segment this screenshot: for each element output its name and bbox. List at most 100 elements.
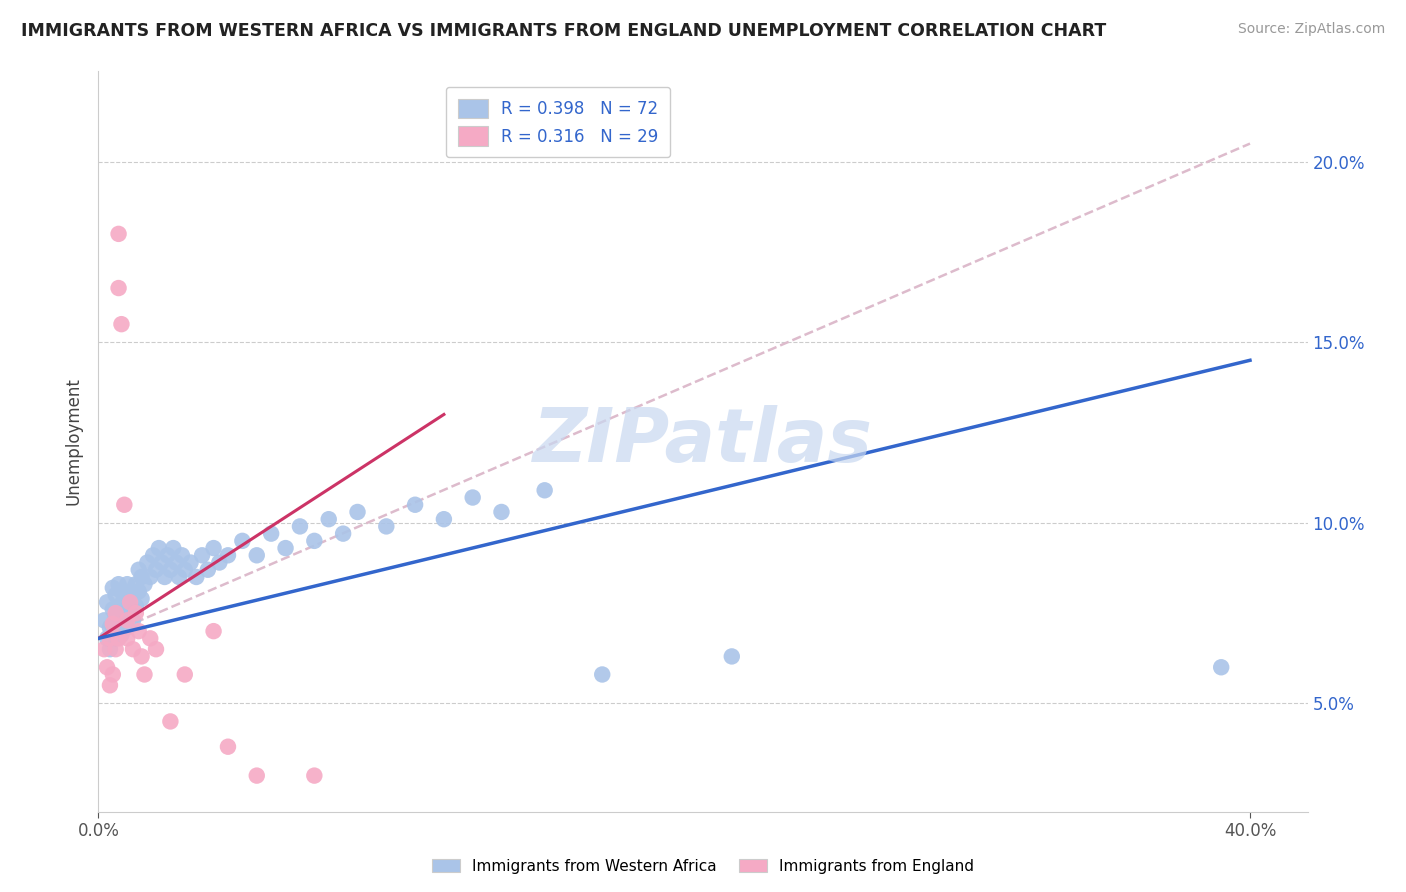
Point bbox=[96, 595, 118, 609]
Point bbox=[186, 570, 208, 584]
Point bbox=[167, 570, 190, 584]
Point bbox=[304, 769, 326, 783]
Point bbox=[162, 541, 184, 555]
Point bbox=[98, 642, 121, 657]
Point bbox=[217, 739, 239, 754]
Point bbox=[122, 642, 145, 657]
Legend: R = 0.398   N = 72, R = 0.316   N = 29: R = 0.398 N = 72, R = 0.316 N = 29 bbox=[446, 87, 669, 157]
Point bbox=[145, 563, 167, 577]
Point bbox=[107, 577, 129, 591]
Point bbox=[173, 667, 195, 681]
Point bbox=[98, 632, 121, 646]
Point bbox=[165, 556, 187, 570]
Point bbox=[107, 632, 129, 646]
Point bbox=[131, 649, 153, 664]
Point bbox=[128, 563, 150, 577]
Point bbox=[159, 563, 181, 577]
Point bbox=[433, 512, 456, 526]
Point bbox=[107, 281, 129, 295]
Point bbox=[107, 599, 129, 613]
Point bbox=[112, 591, 135, 606]
Point bbox=[134, 667, 156, 681]
Point bbox=[96, 632, 118, 646]
Point bbox=[591, 667, 613, 681]
Point bbox=[156, 549, 179, 563]
Legend: Immigrants from Western Africa, Immigrants from England: Immigrants from Western Africa, Immigran… bbox=[426, 853, 980, 880]
Point bbox=[110, 606, 132, 620]
Point bbox=[304, 533, 326, 548]
Point bbox=[404, 498, 426, 512]
Point bbox=[125, 599, 148, 613]
Point bbox=[332, 526, 354, 541]
Point bbox=[110, 584, 132, 599]
Point bbox=[145, 642, 167, 657]
Text: IMMIGRANTS FROM WESTERN AFRICA VS IMMIGRANTS FROM ENGLAND UNEMPLOYMENT CORRELATI: IMMIGRANTS FROM WESTERN AFRICA VS IMMIGR… bbox=[21, 22, 1107, 40]
Point bbox=[98, 678, 121, 692]
Point bbox=[288, 519, 311, 533]
Point bbox=[101, 616, 124, 631]
Point bbox=[461, 491, 484, 505]
Point bbox=[107, 227, 129, 241]
Point bbox=[139, 632, 162, 646]
Point bbox=[101, 624, 124, 639]
Point bbox=[115, 577, 138, 591]
Point bbox=[104, 632, 127, 646]
Point bbox=[246, 769, 269, 783]
Point bbox=[101, 581, 124, 595]
Point bbox=[115, 613, 138, 627]
Point bbox=[159, 714, 181, 729]
Point bbox=[120, 606, 142, 620]
Point bbox=[134, 577, 156, 591]
Point bbox=[148, 541, 170, 555]
Point bbox=[491, 505, 513, 519]
Point bbox=[173, 563, 195, 577]
Point bbox=[128, 584, 150, 599]
Point bbox=[120, 584, 142, 599]
Text: Source: ZipAtlas.com: Source: ZipAtlas.com bbox=[1237, 22, 1385, 37]
Point bbox=[93, 642, 115, 657]
Text: ZIPatlas: ZIPatlas bbox=[533, 405, 873, 478]
Point bbox=[720, 649, 742, 664]
Point bbox=[346, 505, 368, 519]
Point bbox=[104, 588, 127, 602]
Point bbox=[115, 632, 138, 646]
Point bbox=[180, 556, 202, 570]
Point bbox=[142, 549, 165, 563]
Point bbox=[104, 609, 127, 624]
Point bbox=[170, 549, 193, 563]
Point bbox=[246, 549, 269, 563]
Point bbox=[115, 621, 138, 635]
Point bbox=[104, 642, 127, 657]
Y-axis label: Unemployment: Unemployment bbox=[65, 377, 83, 506]
Point bbox=[122, 591, 145, 606]
Point bbox=[125, 577, 148, 591]
Point bbox=[208, 556, 231, 570]
Point bbox=[110, 317, 132, 331]
Point bbox=[110, 628, 132, 642]
Point bbox=[93, 613, 115, 627]
Point bbox=[128, 624, 150, 639]
Point bbox=[202, 541, 225, 555]
Point bbox=[131, 591, 153, 606]
Point bbox=[217, 549, 239, 563]
Point bbox=[533, 483, 555, 498]
Point bbox=[120, 595, 142, 609]
Point bbox=[131, 570, 153, 584]
Point bbox=[115, 599, 138, 613]
Point bbox=[274, 541, 297, 555]
Point bbox=[98, 621, 121, 635]
Point bbox=[197, 563, 219, 577]
Point bbox=[260, 526, 283, 541]
Point bbox=[112, 613, 135, 627]
Point bbox=[202, 624, 225, 639]
Point bbox=[136, 556, 159, 570]
Point bbox=[101, 602, 124, 616]
Point bbox=[104, 606, 127, 620]
Point bbox=[231, 533, 253, 548]
Point bbox=[153, 570, 176, 584]
Point bbox=[139, 570, 162, 584]
Point bbox=[191, 549, 214, 563]
Point bbox=[375, 519, 398, 533]
Point bbox=[150, 556, 173, 570]
Point bbox=[107, 616, 129, 631]
